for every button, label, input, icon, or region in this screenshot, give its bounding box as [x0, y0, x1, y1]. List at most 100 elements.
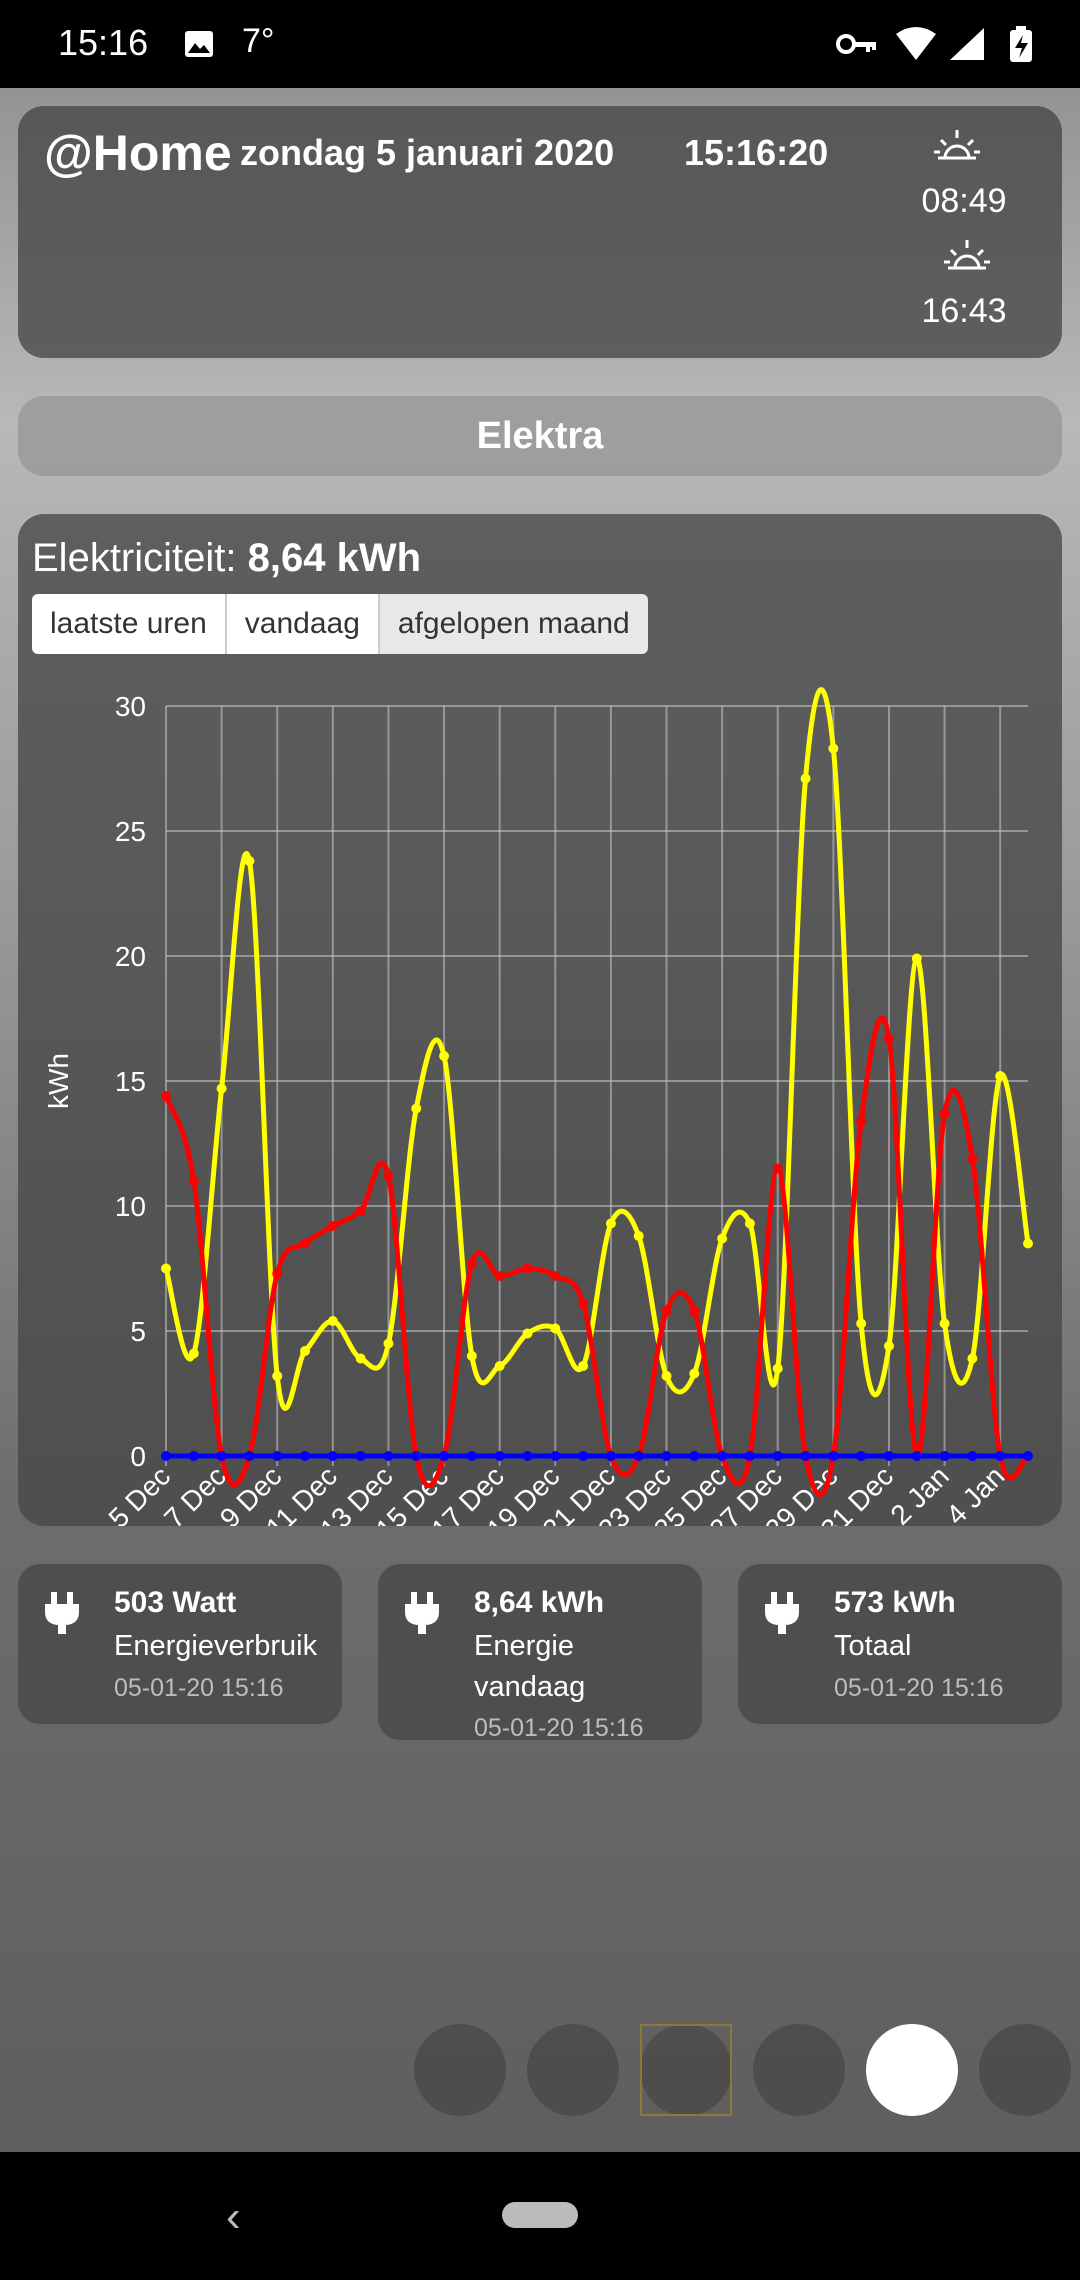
- pager-dot[interactable]: [527, 2024, 619, 2116]
- y-tick-label: 0: [130, 1441, 146, 1472]
- current-clock: 15:16:20: [684, 132, 829, 173]
- range-tabs: laatste uren vandaag afgelopen maand: [32, 594, 648, 654]
- y-tick-label: 5: [130, 1316, 146, 1347]
- tab-laatste-uren[interactable]: laatste uren: [32, 594, 227, 654]
- series-line-red: [163, 1015, 1030, 1498]
- data-point-yellow: [272, 1371, 283, 1381]
- y-tick-label: 15: [115, 1066, 146, 1097]
- data-point-blue: [995, 1451, 1006, 1461]
- tile-value: 573 kWh: [834, 1586, 956, 1619]
- data-point-yellow: [939, 1318, 950, 1329]
- data-point-red: [550, 1271, 561, 1281]
- tile-energie-vandaag[interactable]: 8,64 kWh Energie vandaag 05-01-20 15:16: [378, 1564, 702, 1742]
- back-icon[interactable]: ‹: [226, 2192, 241, 2241]
- data-point-blue: [661, 1451, 672, 1461]
- app-title: @Home: [44, 125, 232, 181]
- data-point-yellow: [633, 1231, 644, 1241]
- data-point-yellow: [466, 1351, 477, 1361]
- data-point-blue: [689, 1451, 700, 1461]
- tile-label: Energieverbruik: [114, 1630, 318, 1662]
- data-point-yellow: [411, 1103, 422, 1114]
- data-point-blue: [216, 1451, 227, 1461]
- plug-icon: [765, 1592, 799, 1634]
- pager-focus-outline: [640, 2024, 732, 2116]
- section-title: Elektra: [476, 415, 604, 457]
- sunset-time: 16:43: [921, 292, 1007, 330]
- data-point-yellow: [383, 1338, 394, 1349]
- data-point-blue: [939, 1451, 950, 1461]
- data-point-blue: [383, 1451, 394, 1461]
- data-point-red: [494, 1271, 505, 1281]
- tile-totaal[interactable]: 573 kWh Totaal 05-01-20 15:16: [738, 1564, 1062, 1724]
- data-point-blue: [439, 1451, 450, 1461]
- data-point-blue: [355, 1451, 366, 1461]
- data-point-yellow: [772, 1363, 783, 1374]
- chart-card: Elektriciteit: 8,64 kWh laatste uren van…: [18, 514, 1062, 1526]
- signal-icon: [950, 28, 984, 60]
- data-point-red: [161, 1091, 171, 1101]
- data-point-blue: [744, 1451, 755, 1461]
- image-icon: [185, 31, 213, 57]
- data-point-yellow: [911, 953, 922, 964]
- plug-icon: [405, 1592, 439, 1634]
- data-point-red: [300, 1238, 311, 1249]
- data-point-blue: [550, 1451, 561, 1461]
- data-point-red: [772, 1163, 783, 1174]
- data-point-yellow: [1023, 1238, 1033, 1249]
- data-point-yellow: [800, 773, 811, 784]
- data-point-yellow: [883, 1341, 894, 1351]
- pager-dot[interactable]: [640, 2024, 732, 2116]
- data-point-red: [355, 1206, 366, 1216]
- data-point-yellow: [967, 1353, 978, 1364]
- tab-vandaag[interactable]: vandaag: [226, 594, 380, 654]
- data-point-yellow: [578, 1361, 589, 1371]
- home-pill[interactable]: [502, 2202, 578, 2228]
- pager-dot-active[interactable]: [866, 2024, 958, 2116]
- status-icons: [836, 26, 1032, 62]
- data-point-red: [522, 1263, 533, 1274]
- pager-dot[interactable]: [979, 2024, 1071, 2116]
- data-point-blue: [411, 1451, 422, 1461]
- tile-timestamp: 05-01-20 15:16: [834, 1674, 1004, 1702]
- data-point-red: [327, 1221, 338, 1231]
- data-point-blue: [494, 1451, 505, 1461]
- tile-label: Energie vandaag: [474, 1630, 586, 1703]
- data-point-blue: [578, 1451, 589, 1461]
- data-point-red: [578, 1298, 589, 1309]
- navigation-bar: ‹: [0, 2152, 1080, 2280]
- y-axis-label: kWh: [43, 1053, 74, 1109]
- data-point-blue: [272, 1451, 283, 1461]
- y-tick-label: 10: [115, 1191, 146, 1222]
- status-temperature: 7°: [242, 22, 275, 60]
- data-point-blue: [244, 1451, 255, 1461]
- pager-dot[interactable]: [414, 2024, 506, 2116]
- tile-timestamp: 05-01-20 15:16: [474, 1714, 644, 1742]
- pager-dot[interactable]: [753, 2024, 845, 2116]
- tile-label: Totaal: [834, 1630, 912, 1662]
- data-point-yellow: [355, 1353, 366, 1364]
- data-point-yellow: [244, 856, 255, 866]
- data-point-yellow: [494, 1361, 505, 1371]
- data-point-blue: [633, 1451, 644, 1461]
- data-point-red: [661, 1306, 672, 1316]
- data-point-yellow: [744, 1218, 755, 1229]
- tab-afgelopen-maand[interactable]: afgelopen maand: [379, 594, 648, 654]
- data-point-yellow: [717, 1233, 728, 1244]
- wifi-icon: [896, 27, 936, 60]
- y-tick-label: 20: [115, 941, 146, 972]
- data-point-blue: [188, 1451, 199, 1461]
- tile-energieverbruik[interactable]: 503 Watt Energieverbruik 05-01-20 15:16: [18, 1564, 342, 1724]
- data-point-yellow: [522, 1328, 533, 1339]
- vpn-key-icon: [836, 34, 876, 54]
- plug-icon: [45, 1592, 79, 1634]
- data-point-blue: [883, 1451, 894, 1461]
- data-point-yellow: [188, 1348, 199, 1359]
- section-header: Elektra: [18, 396, 1062, 476]
- tile-value: 8,64 kWh: [474, 1586, 605, 1619]
- chart-heading: Elektriciteit: 8,64 kWh: [32, 536, 421, 581]
- x-tick-label: 4 Jan: [940, 1460, 1010, 1526]
- tile-timestamp: 05-01-20 15:16: [114, 1674, 284, 1702]
- data-point-yellow: [605, 1218, 616, 1229]
- series-line-yellow: [163, 687, 1031, 1411]
